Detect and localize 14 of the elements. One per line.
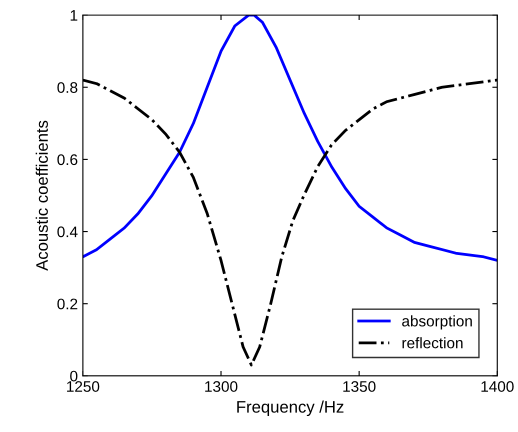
x-tick-label: 1400 — [481, 381, 514, 392]
x-axis-title: Frequency /Hz — [237, 400, 344, 416]
legend-label: reflection — [402, 337, 462, 348]
y-tick-label: 0 — [70, 370, 78, 382]
x-tick-label: 1350 — [343, 381, 376, 392]
y-tick-label: 0.2 — [57, 298, 78, 310]
x-tick-label: 1250 — [67, 381, 100, 392]
y-tick-label: 0.8 — [57, 82, 78, 93]
y-tick-label: 0.4 — [57, 226, 78, 238]
legend-label: absorption — [402, 315, 472, 330]
y-tick-label: 0.6 — [57, 154, 78, 166]
y-tick-label: 1 — [70, 10, 78, 21]
x-tick-label: 1300 — [205, 381, 238, 392]
y-axis-title: Acoustic coefficients — [36, 120, 48, 271]
